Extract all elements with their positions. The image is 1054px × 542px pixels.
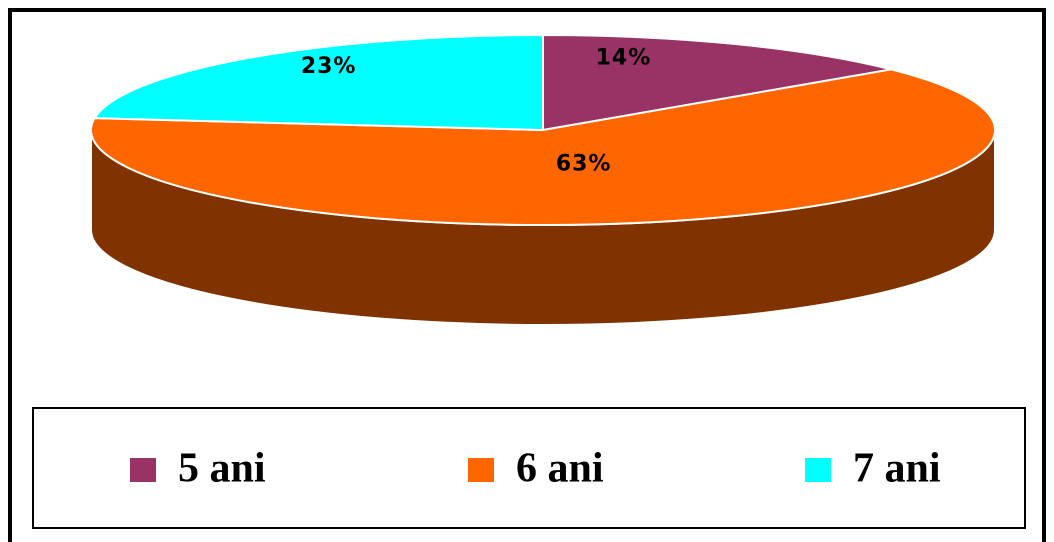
legend-box: [32, 407, 1026, 529]
pie-slice: [542, 33, 892, 132]
value-label: 23%: [301, 54, 357, 79]
pie-slice: [92, 33, 544, 132]
legend-label: 6 ani: [516, 446, 604, 492]
legend-label: 5 ani: [178, 446, 266, 492]
legend-label: 7 ani: [853, 446, 941, 492]
value-label: 14%: [596, 45, 652, 70]
legend-marker: [805, 458, 831, 482]
legend-marker: [468, 458, 494, 482]
value-label: 63%: [556, 152, 612, 177]
pie-slice: [90, 68, 996, 226]
legend-marker: [130, 458, 156, 482]
